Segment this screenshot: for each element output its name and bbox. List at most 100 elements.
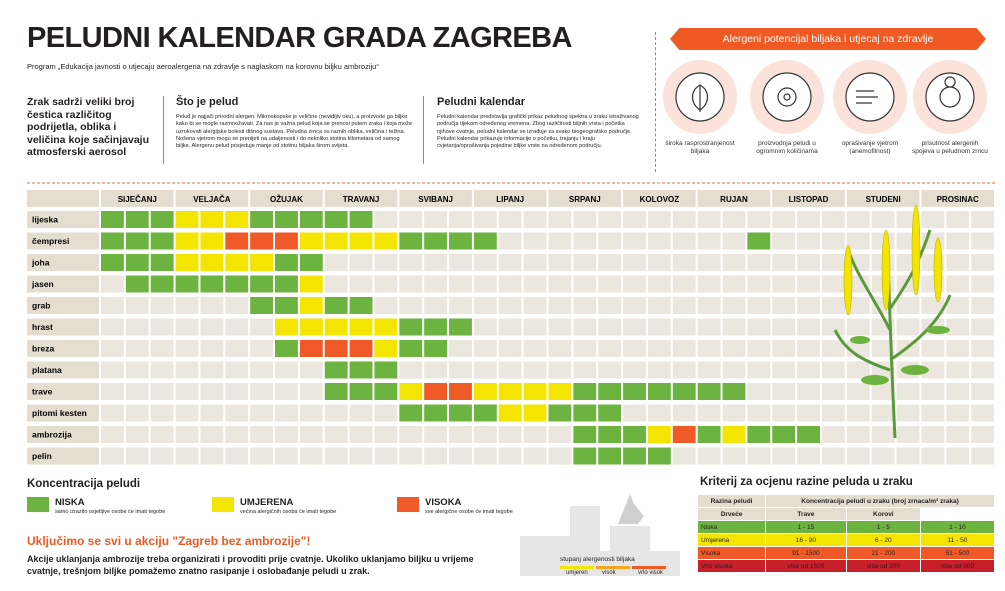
header-cell: Drveće <box>696 507 767 521</box>
empty-cell <box>871 426 895 443</box>
pollen-cell <box>225 254 249 271</box>
pollen-cell <box>449 383 472 400</box>
icon-caption: oprašivanje vjetrom (anemofilnost) <box>841 140 899 155</box>
pollen-cell <box>101 211 124 228</box>
empty-cell <box>449 340 472 357</box>
pollen-cell <box>349 232 373 250</box>
empty-cell <box>623 404 646 422</box>
section-text: Pelud je najjači prirodni alergen. Mikro… <box>176 114 412 150</box>
empty-cell <box>275 361 298 379</box>
empty-cell <box>175 447 199 465</box>
empty-cell <box>871 211 895 228</box>
empty-cell <box>399 447 423 465</box>
empty-cell <box>846 211 870 228</box>
panel-banner: Alergeni potencijal biljaka i utjecaj na… <box>670 28 986 50</box>
plant-label: pelin <box>32 451 52 461</box>
pollen-cell <box>672 426 696 443</box>
empty-cell <box>672 447 696 465</box>
empty-cell <box>971 254 994 271</box>
empty-cell <box>697 447 721 465</box>
month-label: RUJAN <box>720 195 748 204</box>
intro-section: Peludni kalendar Peludni kalendar predst… <box>437 96 642 150</box>
intro-lead: Zrak sadrži veliki broj čestica različit… <box>27 96 149 158</box>
value-cell: 16 - 90 <box>765 533 847 547</box>
empty-cell <box>473 361 497 379</box>
section-text: Peludni kalendar predstavlja grafički pr… <box>437 114 639 150</box>
pollen-cell <box>101 254 124 271</box>
empty-cell <box>150 447 174 465</box>
row-label-bg <box>27 383 99 400</box>
pollen-cell <box>175 211 199 228</box>
empty-cell <box>424 297 448 314</box>
allergen-icons <box>663 60 987 134</box>
empty-cell <box>672 275 696 293</box>
empty-cell <box>747 254 771 271</box>
pollen-cell <box>299 275 323 293</box>
pollen-cell <box>250 297 274 314</box>
empty-cell <box>896 447 920 465</box>
empty-cell <box>449 254 472 271</box>
empty-cell <box>548 297 572 314</box>
pollen-cell <box>250 232 274 250</box>
empty-cell <box>946 404 970 422</box>
empty-cell <box>821 297 845 314</box>
month-header-bg <box>772 190 845 207</box>
empty-cell <box>498 426 522 443</box>
pollen-cell <box>275 254 298 271</box>
pollen-cell <box>523 383 547 400</box>
legend-label: NISKA <box>55 497 85 508</box>
empty-cell <box>548 447 572 465</box>
subtitle: Program „Edukacija javnosti o utjecaju a… <box>27 62 379 71</box>
empty-cell <box>101 340 124 357</box>
empty-cell <box>722 404 746 422</box>
empty-cell <box>349 254 373 271</box>
empty-cell <box>225 297 249 314</box>
empty-cell <box>548 340 572 357</box>
pollen-cell <box>349 318 373 336</box>
empty-cell <box>722 361 746 379</box>
pollen-cell <box>449 232 472 250</box>
empty-cell <box>523 254 547 271</box>
pollen-cell <box>225 211 249 228</box>
month-header-bg <box>175 190 249 207</box>
value-cell: 11 - 50 <box>919 533 996 547</box>
pollen-cell <box>299 340 323 357</box>
empty-cell <box>971 275 994 293</box>
empty-cell <box>498 361 522 379</box>
ragweed-illustration <box>833 204 952 439</box>
empty-cell <box>250 318 274 336</box>
plant-label: breza <box>32 344 54 354</box>
empty-cell <box>647 404 671 422</box>
empty-cell <box>225 340 249 357</box>
empty-cell <box>374 447 398 465</box>
pollen-cell <box>523 404 547 422</box>
plant-label: lijeska <box>32 215 58 225</box>
empty-cell <box>697 275 721 293</box>
empty-cell <box>225 404 249 422</box>
empty-cell <box>821 275 845 293</box>
month-label: SVIBANJ <box>418 195 453 204</box>
empty-cell <box>125 361 149 379</box>
empty-cell <box>324 275 348 293</box>
empty-cell <box>846 232 870 250</box>
empty-cell <box>523 297 547 314</box>
empty-cell <box>797 275 820 293</box>
header-cell: Koncentracija peludi u zraku (broj zrnac… <box>765 494 995 508</box>
empty-cell <box>946 297 970 314</box>
icon-caption: proizvodnja peludi u ogromnim količinama <box>756 140 818 155</box>
empty-cell <box>200 404 224 422</box>
pollen-cell <box>324 361 348 379</box>
empty-cell <box>374 426 398 443</box>
empty-cell <box>250 361 274 379</box>
pollen-cell <box>150 232 174 250</box>
empty-cell <box>250 383 274 400</box>
empty-cell <box>747 447 771 465</box>
empty-cell <box>498 211 522 228</box>
empty-cell <box>921 383 945 400</box>
empty-cell <box>523 361 547 379</box>
level-cell: Visoka <box>696 546 767 560</box>
empty-cell <box>200 297 224 314</box>
scale-label: umjeren <box>566 570 588 576</box>
scale-label: visok <box>602 570 616 576</box>
pollen-cell <box>324 232 348 250</box>
